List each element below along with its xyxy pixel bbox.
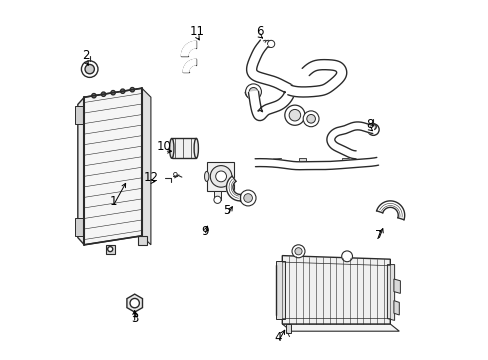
Polygon shape bbox=[138, 236, 147, 245]
Polygon shape bbox=[78, 97, 84, 245]
Polygon shape bbox=[255, 157, 378, 170]
Polygon shape bbox=[75, 106, 84, 124]
Polygon shape bbox=[285, 324, 291, 333]
Polygon shape bbox=[298, 158, 305, 167]
Circle shape bbox=[249, 87, 257, 96]
Circle shape bbox=[306, 114, 315, 123]
Text: 4: 4 bbox=[274, 331, 281, 344]
Circle shape bbox=[215, 171, 226, 182]
Circle shape bbox=[288, 109, 300, 121]
Polygon shape bbox=[171, 139, 196, 158]
Polygon shape bbox=[246, 40, 294, 121]
Text: 2: 2 bbox=[81, 49, 89, 62]
Circle shape bbox=[284, 105, 305, 125]
Text: 12: 12 bbox=[143, 171, 158, 184]
Circle shape bbox=[210, 166, 231, 187]
Circle shape bbox=[294, 248, 302, 255]
Circle shape bbox=[244, 194, 252, 202]
Polygon shape bbox=[393, 279, 400, 293]
Circle shape bbox=[111, 91, 115, 95]
Circle shape bbox=[130, 298, 139, 308]
Polygon shape bbox=[226, 176, 240, 201]
Text: 10: 10 bbox=[157, 140, 172, 153]
Polygon shape bbox=[282, 324, 399, 331]
Polygon shape bbox=[393, 301, 399, 315]
Polygon shape bbox=[181, 41, 196, 56]
Text: 6: 6 bbox=[256, 25, 263, 38]
Polygon shape bbox=[341, 158, 348, 167]
Polygon shape bbox=[213, 191, 221, 200]
Circle shape bbox=[85, 64, 94, 74]
Polygon shape bbox=[142, 88, 151, 245]
Ellipse shape bbox=[169, 139, 174, 158]
Polygon shape bbox=[282, 256, 389, 324]
Circle shape bbox=[245, 84, 261, 100]
Ellipse shape bbox=[204, 171, 208, 181]
Ellipse shape bbox=[194, 139, 198, 158]
Text: 11: 11 bbox=[189, 25, 204, 38]
Circle shape bbox=[130, 87, 134, 92]
Polygon shape bbox=[206, 162, 233, 191]
Polygon shape bbox=[376, 201, 404, 220]
Circle shape bbox=[264, 40, 271, 48]
Circle shape bbox=[261, 40, 268, 48]
Polygon shape bbox=[75, 218, 84, 236]
Polygon shape bbox=[273, 158, 280, 167]
Text: 5: 5 bbox=[223, 204, 230, 217]
Text: 1: 1 bbox=[109, 195, 117, 208]
Circle shape bbox=[240, 190, 256, 206]
Text: 9: 9 bbox=[201, 225, 208, 238]
Polygon shape bbox=[127, 294, 142, 312]
Circle shape bbox=[303, 111, 318, 127]
Circle shape bbox=[121, 89, 124, 93]
Circle shape bbox=[367, 124, 378, 135]
Text: 7: 7 bbox=[374, 229, 382, 242]
Polygon shape bbox=[386, 265, 394, 320]
Polygon shape bbox=[183, 59, 196, 72]
Circle shape bbox=[101, 92, 105, 96]
Polygon shape bbox=[287, 60, 346, 97]
Polygon shape bbox=[84, 88, 142, 245]
Circle shape bbox=[92, 94, 96, 98]
Polygon shape bbox=[326, 122, 373, 159]
Circle shape bbox=[341, 251, 352, 262]
Polygon shape bbox=[106, 245, 115, 254]
Circle shape bbox=[107, 247, 113, 252]
Circle shape bbox=[81, 61, 98, 77]
Circle shape bbox=[213, 196, 221, 203]
Polygon shape bbox=[275, 261, 285, 319]
Circle shape bbox=[173, 172, 177, 176]
Circle shape bbox=[291, 245, 305, 258]
Text: 3: 3 bbox=[131, 312, 138, 325]
Text: 8: 8 bbox=[366, 118, 373, 131]
Circle shape bbox=[370, 124, 375, 130]
Circle shape bbox=[267, 40, 274, 48]
